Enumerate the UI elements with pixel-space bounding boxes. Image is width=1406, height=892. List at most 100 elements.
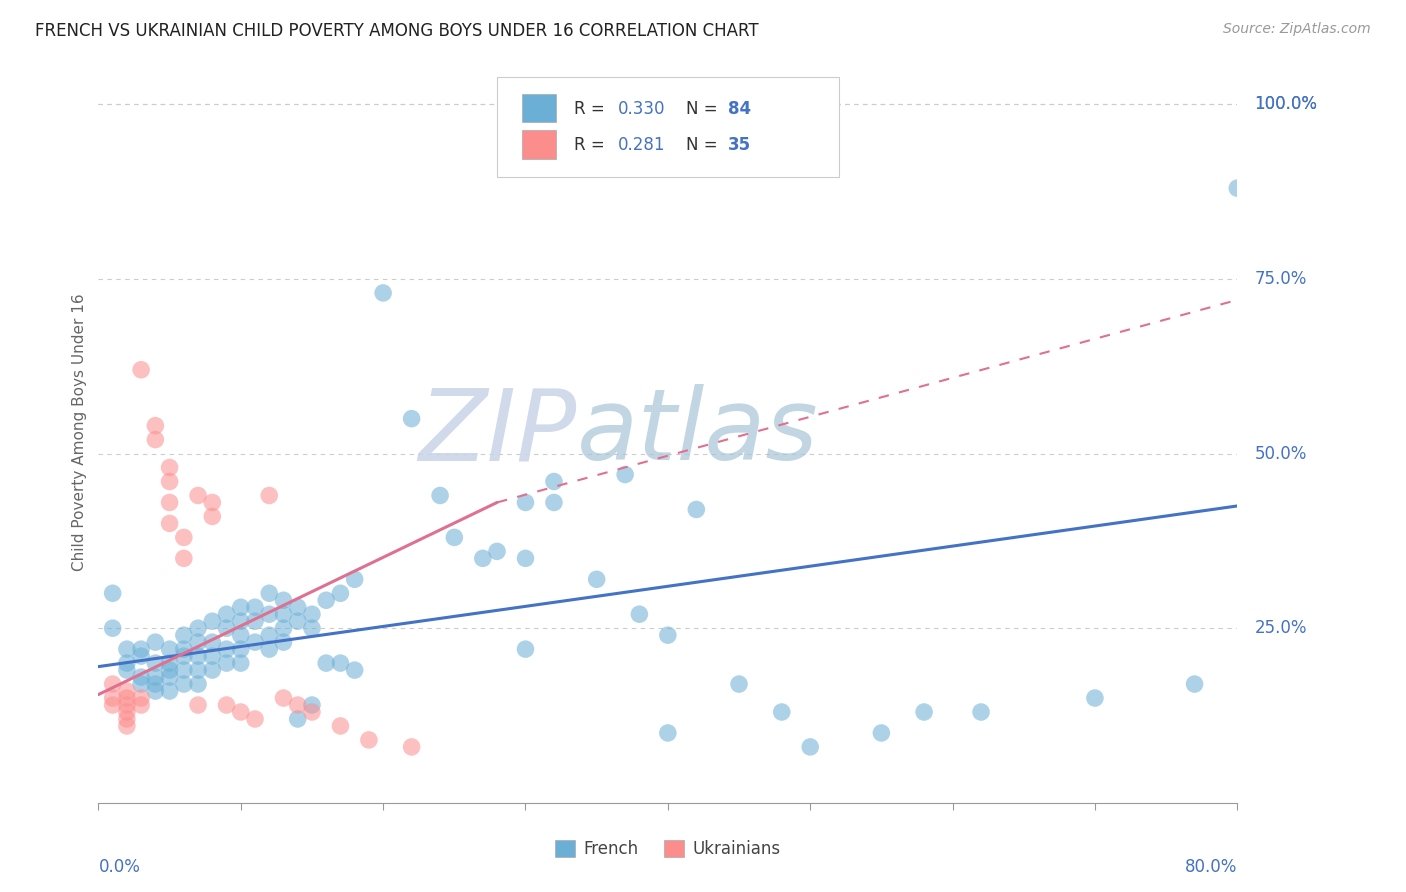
Point: [187, 649, 209, 664]
Point: [101, 677, 124, 691]
Point: [229, 642, 252, 657]
Point: [115, 705, 138, 719]
FancyBboxPatch shape: [522, 130, 557, 159]
Text: 100.0%: 100.0%: [1254, 95, 1317, 113]
Point: [159, 656, 181, 670]
Point: [515, 495, 537, 509]
Point: [201, 663, 224, 677]
Point: [273, 691, 295, 706]
Point: [685, 502, 707, 516]
Point: [145, 433, 167, 447]
Point: [101, 586, 124, 600]
Point: [429, 488, 451, 502]
Point: [215, 607, 238, 622]
Point: [301, 621, 323, 635]
Point: [273, 593, 295, 607]
Point: [401, 739, 423, 754]
Point: [243, 635, 266, 649]
Point: [129, 363, 152, 377]
Point: [187, 621, 209, 635]
Point: [115, 719, 138, 733]
Point: [799, 739, 821, 754]
Point: [145, 656, 167, 670]
Point: [259, 488, 281, 502]
Point: [614, 467, 637, 482]
Point: [187, 663, 209, 677]
Point: [287, 698, 309, 712]
Point: [173, 551, 195, 566]
Point: [486, 544, 509, 558]
Point: [115, 684, 138, 698]
Point: [129, 670, 152, 684]
FancyBboxPatch shape: [522, 94, 557, 122]
Point: [287, 614, 309, 628]
Point: [201, 635, 224, 649]
Point: [543, 495, 565, 509]
Text: 80.0%: 80.0%: [1185, 858, 1237, 876]
Point: [159, 460, 181, 475]
Text: 50.0%: 50.0%: [1254, 444, 1306, 463]
Text: 0.330: 0.330: [617, 100, 665, 118]
Point: [329, 719, 352, 733]
Point: [657, 726, 679, 740]
Text: 100.0%: 100.0%: [1254, 95, 1317, 113]
Point: [145, 684, 167, 698]
Point: [1226, 181, 1249, 195]
Text: R =: R =: [575, 136, 610, 154]
Point: [115, 656, 138, 670]
Point: [657, 628, 679, 642]
Point: [585, 572, 607, 586]
Point: [315, 593, 337, 607]
Point: [101, 691, 124, 706]
Point: [870, 726, 893, 740]
Point: [159, 516, 181, 531]
Point: [259, 628, 281, 642]
Point: [173, 642, 195, 657]
Point: [173, 530, 195, 544]
Legend: French, Ukrainians: French, Ukrainians: [548, 833, 787, 865]
Point: [287, 712, 309, 726]
Point: [229, 628, 252, 642]
Point: [401, 411, 423, 425]
Point: [201, 649, 224, 664]
Point: [1184, 677, 1206, 691]
Point: [145, 635, 167, 649]
Point: [129, 677, 152, 691]
Point: [443, 530, 465, 544]
Point: [543, 475, 565, 489]
Point: [912, 705, 935, 719]
Point: [201, 614, 224, 628]
Point: [173, 677, 195, 691]
Text: N =: N =: [686, 136, 723, 154]
Point: [173, 649, 195, 664]
Point: [329, 586, 352, 600]
Point: [373, 285, 395, 300]
Point: [215, 656, 238, 670]
Point: [115, 642, 138, 657]
Point: [145, 677, 167, 691]
Point: [515, 642, 537, 657]
Point: [243, 600, 266, 615]
Point: [315, 656, 337, 670]
Point: [115, 712, 138, 726]
Point: [229, 656, 252, 670]
Point: [357, 733, 380, 747]
Point: [173, 628, 195, 642]
Point: [259, 586, 281, 600]
Point: [173, 663, 195, 677]
Point: [129, 691, 152, 706]
Point: [187, 635, 209, 649]
Point: [515, 551, 537, 566]
Point: [471, 551, 494, 566]
Point: [628, 607, 651, 622]
Text: ZIP: ZIP: [419, 384, 576, 481]
Point: [159, 670, 181, 684]
Point: [329, 656, 352, 670]
Text: 25.0%: 25.0%: [1254, 619, 1306, 637]
Text: FRENCH VS UKRAINIAN CHILD POVERTY AMONG BOYS UNDER 16 CORRELATION CHART: FRENCH VS UKRAINIAN CHILD POVERTY AMONG …: [35, 22, 759, 40]
Point: [273, 621, 295, 635]
Point: [159, 663, 181, 677]
Point: [215, 621, 238, 635]
Point: [273, 607, 295, 622]
Point: [159, 684, 181, 698]
